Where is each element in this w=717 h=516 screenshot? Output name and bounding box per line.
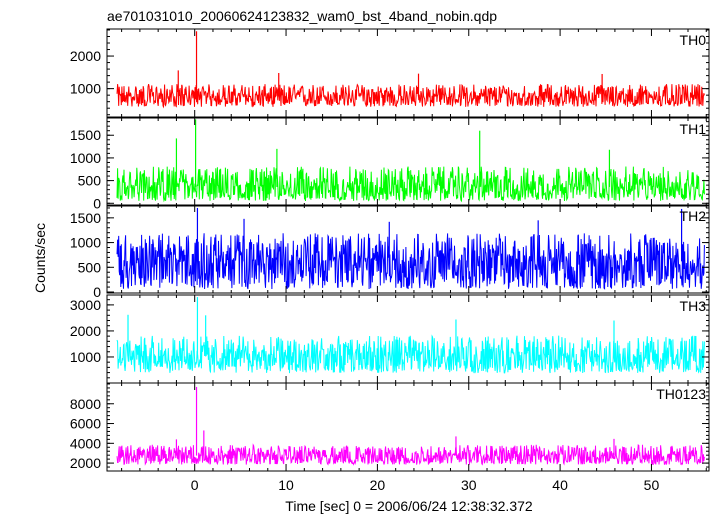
y-tick-label: 6000: [70, 416, 101, 432]
x-tick-label: 0: [191, 477, 199, 493]
series-line-th0: [116, 83, 705, 109]
series-label-th3: TH3: [680, 298, 707, 314]
y-tick-label: 500: [78, 259, 102, 275]
series-line-th2: [116, 233, 705, 290]
y-tick-label: 1000: [70, 235, 101, 251]
x-tick-label: 10: [278, 477, 294, 493]
series-label-th1: TH1: [680, 121, 707, 137]
y-tick-label: 2000: [70, 455, 101, 471]
y-tick-label: 1000: [70, 81, 101, 97]
y-tick-label: 0: [93, 195, 101, 211]
x-tick-label: 20: [370, 477, 386, 493]
series-line-th1: [116, 166, 705, 203]
y-tick-label: 1000: [70, 150, 101, 166]
x-tick-label: 50: [644, 477, 660, 493]
x-tick-label: 40: [552, 477, 568, 493]
y-tick-label: 1500: [70, 127, 101, 143]
y-tick-label: 500: [78, 173, 102, 189]
panel-th1: 0 500 1000 1500 TH1: [70, 117, 710, 211]
y-tick-label: 4000: [70, 435, 101, 451]
series-label-th2: TH2: [680, 208, 707, 224]
series-line-th0123: [116, 443, 705, 466]
y-tick-label: 0: [93, 284, 101, 300]
chart-title: ae701031010_20060624123832_wam0_bst_4ban…: [107, 8, 497, 24]
y-tick-label: 1000: [70, 349, 101, 365]
y-tick-label: 2000: [70, 323, 101, 339]
series-label-th0123: TH0123: [656, 386, 706, 402]
series-label-th0: TH0: [680, 32, 707, 48]
y-tick-label: 2000: [70, 48, 101, 64]
panel-frame: [106, 28, 710, 118]
panel-th2: 0 500 1000 1500 TH2: [70, 204, 710, 300]
panel-th3: 1000 2000 3000 TH3: [70, 294, 710, 384]
panel-th0123: 2000 4000 6000 8000 TH0123: [70, 382, 710, 472]
y-tick-label: 1500: [70, 210, 101, 226]
panel-th0: 1000 2000 TH0: [70, 28, 710, 118]
series-line-th3: [116, 334, 705, 374]
panel-frame: [106, 204, 710, 294]
y-tick-label: 3000: [70, 297, 101, 313]
x-tick-label: 30: [461, 477, 477, 493]
y-tick-label: 8000: [70, 396, 101, 412]
y-axis-label: Counts/sec: [32, 223, 48, 293]
x-axis-label: Time [sec] 0 = 2006/06/24 12:38:32.372: [285, 498, 533, 514]
